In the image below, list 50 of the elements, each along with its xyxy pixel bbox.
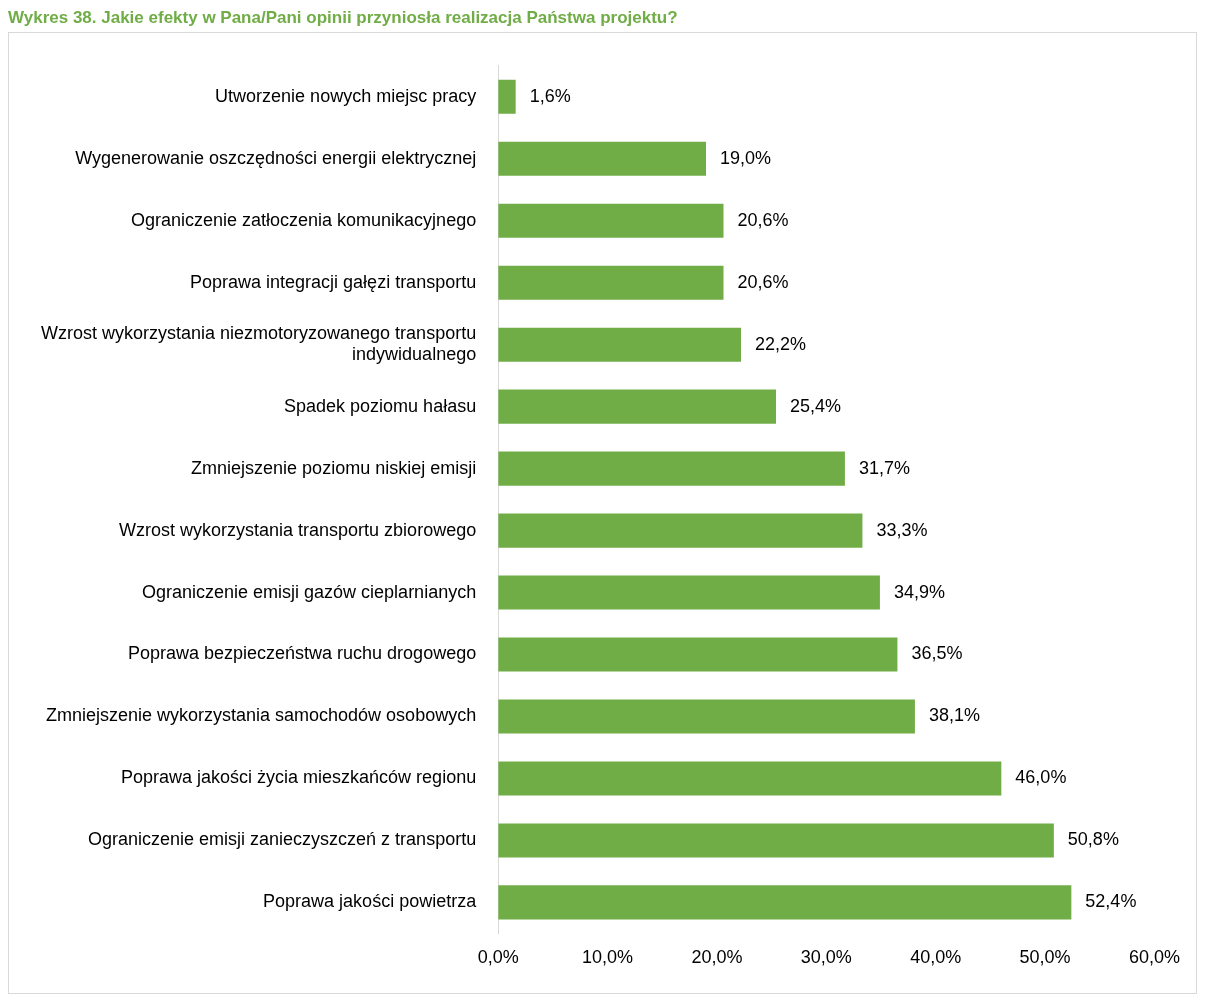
x-tick-label: 0,0% <box>477 947 519 968</box>
data-label: 20,6% <box>737 209 789 230</box>
y-tick-label: Wygenerowanie oszczędności energii elektrycznej <box>75 147 477 168</box>
x-tick-label: 50,0% <box>1019 947 1071 968</box>
data-label: 50,8% <box>1067 829 1119 850</box>
data-label: 46,0% <box>1015 767 1067 788</box>
bar <box>498 327 742 362</box>
data-label: 33,3% <box>876 519 928 540</box>
bar <box>498 513 863 548</box>
x-tick-label: 10,0% <box>582 947 634 968</box>
data-label: 25,4% <box>790 395 842 416</box>
y-tick-label: Ograniczenie emisji zanieczyszczeń z transportu <box>88 829 477 850</box>
data-label: 36,5% <box>911 643 963 664</box>
bar <box>498 575 880 610</box>
bar <box>498 141 706 176</box>
data-label: 52,4% <box>1085 891 1137 912</box>
y-tick-label: Zmniejszenie wykorzystania samochodów osobowych <box>45 705 477 726</box>
bar <box>498 637 898 672</box>
bar <box>498 79 516 114</box>
data-label: 1,6% <box>529 85 571 106</box>
x-tick-label: 30,0% <box>800 947 852 968</box>
data-label: 38,1% <box>928 705 980 726</box>
bar <box>498 761 1002 796</box>
bar <box>498 823 1054 858</box>
y-tick-label: Poprawa jakości powietrza <box>263 891 478 912</box>
y-tick-label: Ograniczenie zatłoczenia komunikacyjnego <box>130 209 477 230</box>
data-label: 22,2% <box>755 333 807 354</box>
x-tick-label: 40,0% <box>910 947 962 968</box>
y-tick-label: Ograniczenie emisji gazów cieplarnianych <box>142 581 477 602</box>
data-label: 20,6% <box>737 271 789 292</box>
y-tick-label: Zmniejszenie poziomu niskiej emisji <box>191 457 477 478</box>
text: Wykres 38. Jakie efekty w Pana/Pani opinii przyniosła realizacja Państwa projektu? <box>8 8 679 28</box>
bar <box>498 265 724 300</box>
y-tick-label: Poprawa bezpieczeństwa ruchu drogowego <box>127 643 477 664</box>
x-tick-label: 60,0% <box>1128 947 1180 968</box>
bar <box>498 451 845 486</box>
bar <box>498 203 724 238</box>
bar <box>498 699 915 734</box>
bar <box>498 885 1072 920</box>
y-tick-label: Utworzenie nowych miejsc pracy <box>215 85 477 106</box>
bar <box>498 389 777 424</box>
data-label: 31,7% <box>858 457 910 478</box>
data-label: 19,0% <box>720 147 772 168</box>
data-label: 34,9% <box>893 581 945 602</box>
y-tick-label: Wzrost wykorzystania niezmotoryzowanego transportu indywidualnego <box>40 322 477 365</box>
x-tick-label: 20,0% <box>691 947 743 968</box>
y-tick-label: Wzrost wykorzystania transportu zbiorowego <box>119 519 477 540</box>
y-tick-label: Poprawa jakości życia mieszkańców regionu <box>121 767 477 788</box>
y-tick-label: Poprawa integracji gałęzi transportu <box>190 271 477 292</box>
y-tick-label: Spadek poziomu hałasu <box>284 395 477 416</box>
